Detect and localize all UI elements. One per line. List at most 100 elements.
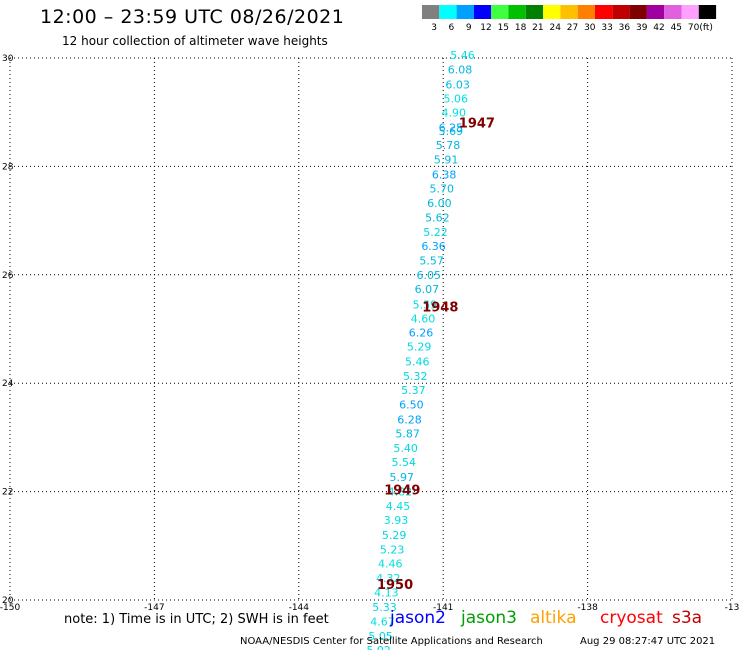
legend-label: 21	[532, 23, 543, 33]
legend-label: 27	[567, 23, 578, 33]
satellite-cryosat: cryosat	[600, 608, 663, 628]
swh-point-label: 5.29	[382, 529, 407, 542]
legend-label: 15	[498, 23, 509, 33]
satellite-s3a: s3a	[672, 608, 703, 628]
swh-point-label: 5.06	[443, 92, 468, 105]
legend-swatch	[525, 5, 544, 19]
x-tick-label: -13	[725, 603, 740, 613]
swh-point-label: 5.69	[439, 125, 464, 138]
swh-point-label: 5.46	[450, 49, 475, 62]
swh-point-label: 5.40	[393, 442, 418, 455]
time-annotation: 1948	[422, 301, 458, 316]
swh-point-label: 6.03	[445, 78, 470, 91]
swh-point-label: 5.78	[436, 139, 461, 152]
swh-point-label: 6.00	[427, 197, 452, 210]
chart-subtitle: 12 hour collection of altimeter wave hei…	[62, 34, 328, 48]
legend-swatch	[456, 5, 474, 19]
swh-point-label: 6.26	[409, 327, 434, 340]
legend-swatch	[681, 5, 699, 19]
legend-swatch	[422, 5, 440, 19]
swh-point-label: 5.37	[401, 384, 426, 397]
swh-point-label: 6.38	[432, 168, 457, 181]
legend-swatch	[629, 5, 647, 19]
x-tick-label: -147	[144, 603, 164, 613]
time-annotation: 1947	[459, 116, 495, 131]
legend-label: 33	[601, 23, 612, 33]
units-note: note: 1) Time is in UTC; 2) SWH is in fe…	[64, 612, 329, 627]
legend-swatch	[560, 5, 578, 19]
legend-label: 18	[515, 23, 527, 33]
x-tick-label: -150	[0, 603, 20, 613]
swh-point-label: 6.36	[421, 240, 446, 253]
swh-point-label: 6.05	[417, 269, 442, 282]
swh-point-label: 5.02	[366, 644, 391, 650]
x-tick-label: -144	[289, 603, 310, 613]
legend-label: 42	[653, 23, 664, 33]
swh-point-label: 6.07	[415, 283, 440, 296]
swh-point-label: 5.54	[391, 456, 416, 469]
y-tick-label: 20	[2, 596, 14, 606]
satellite-jason3: jason3	[461, 608, 517, 628]
legend-swatch	[543, 5, 561, 19]
swh-point-label: 5.97	[390, 471, 415, 484]
time-annotations: 1947 1948 1949 1950	[377, 116, 495, 593]
time-annotation: 1950	[377, 578, 413, 593]
legend-label: 12	[480, 23, 491, 33]
y-tick-label: 22	[2, 488, 13, 498]
legend-swatch	[664, 5, 682, 19]
swh-point-label: 4.32	[376, 572, 401, 585]
satellite-jason2: jason2	[390, 608, 446, 628]
swh-point-label: 5.29	[407, 341, 432, 354]
legend-swatch	[698, 5, 717, 19]
legend-swatch	[577, 5, 595, 19]
swh-point-label: 4.67	[370, 615, 395, 628]
legend-unit: (ft)	[699, 23, 713, 33]
legend-swatch	[491, 5, 509, 19]
chart-title: 12:00 – 23:59 UTC 08/26/2021	[40, 6, 345, 28]
swh-point-label: 5.22	[423, 226, 448, 239]
swh-point-label: 5.32	[403, 370, 428, 383]
x-tick-label: -138	[577, 603, 598, 613]
data-points: 5.46 6.086.035.06 4.90 6.255.695.78 5.916.38…	[366, 49, 474, 650]
swh-point-label: 6.28	[397, 413, 422, 426]
swh-point-label: 4.60	[411, 312, 436, 325]
legend-label: 3	[431, 23, 437, 33]
swh-point-label: 4.90	[442, 107, 467, 120]
swh-point-label: 5.23	[380, 543, 405, 556]
swh-point-label: 5.91	[434, 154, 459, 167]
y-tick-label: 28	[2, 162, 14, 172]
legend-label: 9	[466, 23, 472, 33]
x-tick-label: -141	[433, 603, 453, 613]
swh-point-label: 5.70	[430, 182, 455, 195]
swh-color-legend: 3 6 9 12 15 18 21 24 27 30 33 36 39 42 45 70 (ft)	[422, 5, 717, 33]
swh-point-label: 5.59	[413, 298, 438, 311]
swh-point-label: 5.33	[372, 601, 397, 614]
swh-point-label: 5.05	[368, 630, 393, 643]
y-tick-label: 26	[2, 271, 14, 281]
legend-swatch	[612, 5, 630, 19]
swh-point-label: 5.62	[425, 212, 450, 225]
legend-label: 39	[636, 23, 648, 33]
swh-point-label: 3.93	[384, 514, 409, 527]
satellite-altika: altika	[530, 608, 577, 628]
swh-point-label: 4.82	[388, 485, 413, 498]
swh-point-label: 5.46	[405, 355, 430, 368]
legend-label: 36	[619, 23, 631, 33]
legend-swatch	[646, 5, 665, 19]
footer-credit: NOAA/NESDIS Center for Satellite Applica…	[240, 636, 543, 647]
swh-point-label: 4.13	[374, 587, 399, 600]
swh-point-label: 4.45	[386, 500, 411, 513]
legend-swatch	[595, 5, 613, 19]
legend-label: 45	[671, 23, 682, 33]
legend-swatch	[473, 5, 492, 19]
y-tick-label: 30	[2, 54, 14, 64]
swh-point-label: 4.46	[378, 557, 403, 570]
time-annotation: 1949	[384, 483, 420, 498]
swh-point-label: 5.87	[395, 427, 420, 440]
swh-point-label: 5.57	[419, 255, 444, 268]
axis-ticks: -150 -147 -144 -141 -138 -13 20 22 24 26 28 30	[0, 54, 739, 613]
swh-point-label: 6.25	[439, 122, 464, 135]
legend-label: 70	[688, 23, 700, 33]
swh-point-label: 6.08	[448, 64, 473, 77]
legend-label: 24	[549, 23, 561, 33]
